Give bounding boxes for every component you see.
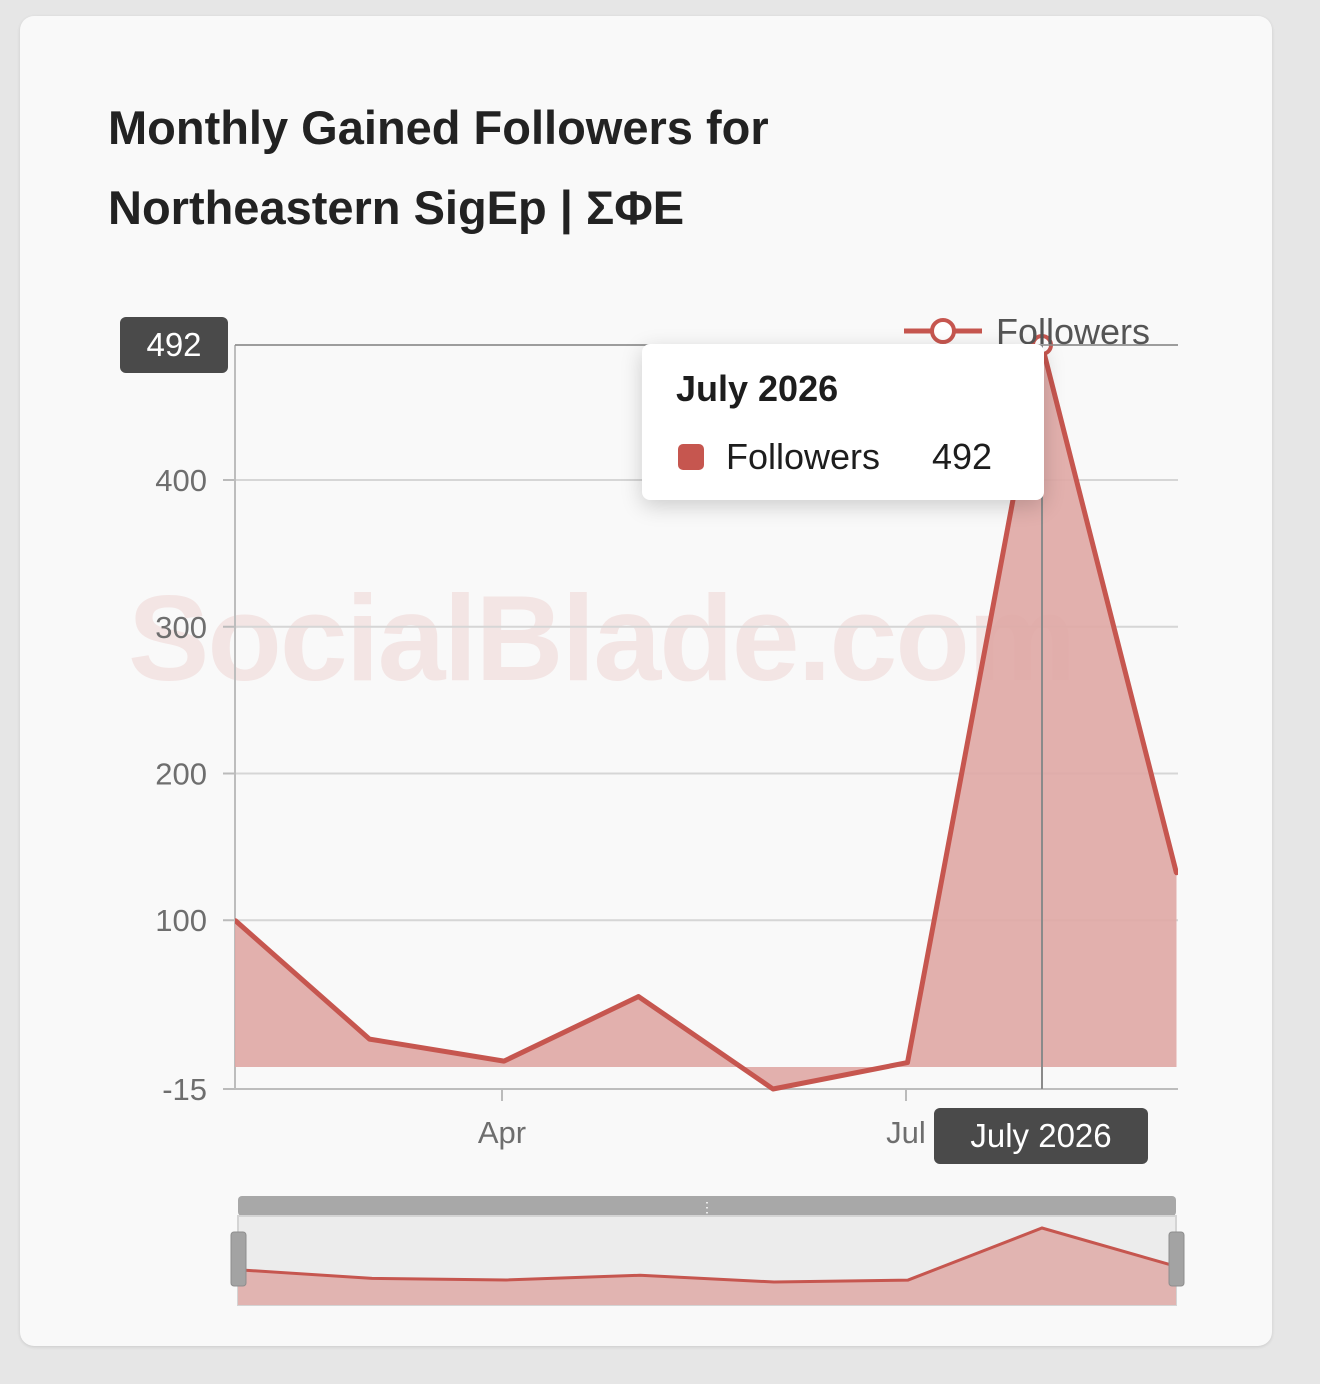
- y-tick-label: -15: [162, 1072, 207, 1107]
- area-fill: [235, 345, 1177, 1089]
- y-tick-label: 300: [155, 610, 207, 645]
- tooltip-value: 492: [932, 436, 993, 477]
- x-tick-label: Jul: [886, 1115, 926, 1150]
- data-point: [905, 1060, 910, 1065]
- tooltip: July 2026 Followers 492: [642, 344, 1044, 500]
- zoom-slider[interactable]: ⋮: [230, 1196, 1185, 1306]
- x-axis: Apr Jul: [235, 1088, 1178, 1150]
- data-point: [1174, 871, 1178, 876]
- x-tick-label: Apr: [478, 1115, 526, 1150]
- zoom-slider-area: [238, 1228, 1176, 1305]
- y-tick-label: 200: [155, 756, 207, 791]
- tooltip-series-label: Followers: [726, 436, 881, 477]
- data-point: [502, 1059, 506, 1064]
- legend-marker: [930, 318, 956, 344]
- data-point: [235, 918, 237, 923]
- chart-title: Monthly Gained Followers for Northeaster…: [108, 101, 769, 234]
- zoom-slider-grip: ⋮: [700, 1199, 714, 1215]
- data-point: [367, 1037, 372, 1042]
- data-point: [771, 1087, 775, 1091]
- y-tick-label: 400: [155, 463, 207, 498]
- zoom-slider-bar: [238, 1196, 1176, 1216]
- y-axis: -15 100 200 300 400: [155, 345, 236, 1107]
- zoom-slider-line: [237, 1226, 1177, 1284]
- axis-pointer-y-label: 492: [120, 317, 228, 373]
- axis-pointer-x-label: July 2026: [934, 1108, 1148, 1164]
- zoom-slider-handle-left: [230, 1231, 247, 1287]
- zoom-slider-handle-right: [1168, 1231, 1185, 1287]
- tooltip-swatch: [678, 444, 704, 470]
- y-tick-label: 100: [155, 903, 207, 938]
- data-point: [636, 994, 641, 999]
- tooltip-title: July 2026: [676, 368, 839, 409]
